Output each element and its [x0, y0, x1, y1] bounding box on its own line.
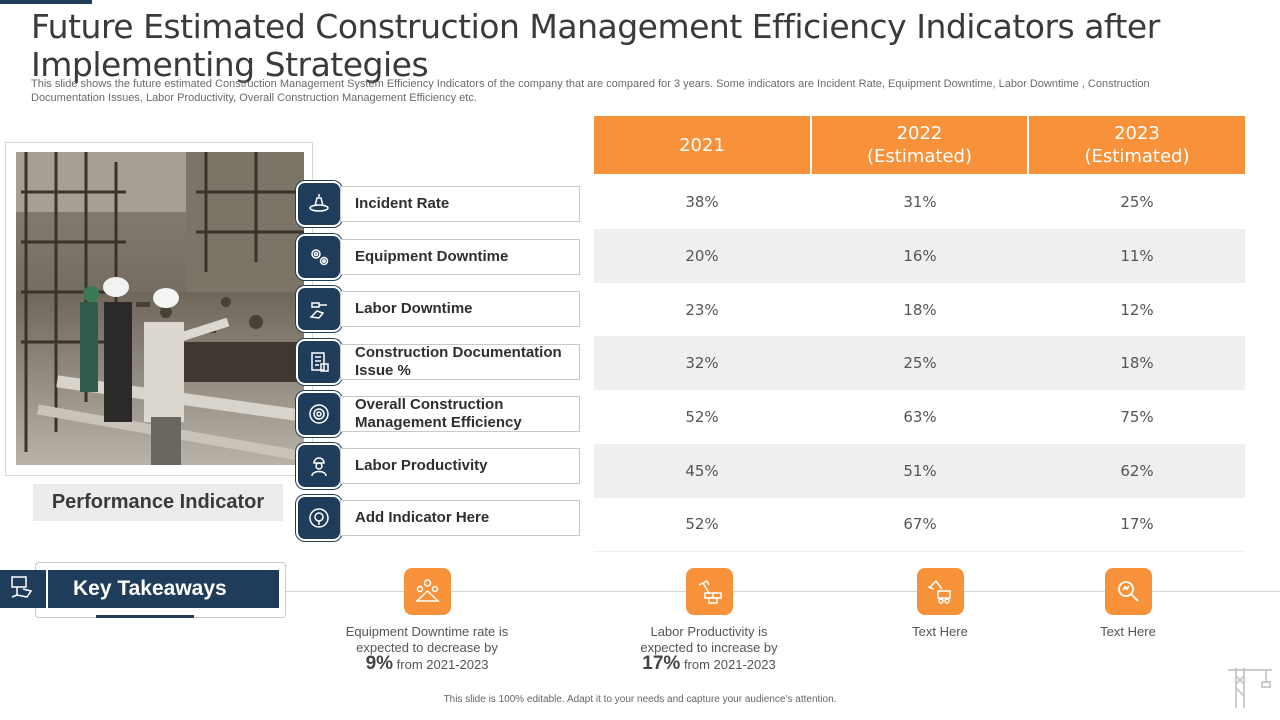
indicator-label: Labor Downtime: [340, 291, 580, 327]
table-cell: 16%: [903, 247, 937, 265]
table-cell: 11%: [1120, 247, 1154, 265]
table-cell: 52%: [685, 515, 719, 533]
table-cell: 67%: [903, 515, 937, 533]
gears-icon: [296, 234, 342, 280]
table-cell: 25%: [1120, 193, 1154, 211]
table-cell: 18%: [1120, 354, 1154, 372]
takeaway-text: Text Here: [912, 624, 968, 639]
table-bottom-rule: [594, 551, 1245, 552]
table-row: [594, 229, 1245, 283]
incident-icon: [296, 181, 342, 227]
table-cell: 32%: [685, 354, 719, 372]
performance-indicator-box: Performance Indicator: [33, 484, 283, 521]
indicator-row: Add Indicator Here: [296, 495, 582, 541]
table-cell: 20%: [685, 247, 719, 265]
table-cell: 52%: [685, 408, 719, 426]
indicator-label: Overall Construction Management Efficien…: [340, 396, 580, 432]
takeaway-value: 9%: [365, 653, 394, 674]
table-cell: 75%: [1120, 408, 1154, 426]
indicator-row: Incident Rate: [296, 181, 582, 227]
document-icon: [296, 339, 342, 385]
page-title: Future Estimated Construction Management…: [31, 7, 1160, 84]
hammer-hand-icon: [296, 286, 342, 332]
bricks-icon: [686, 568, 733, 615]
table-row: [594, 444, 1245, 498]
table-cell: 12%: [1120, 301, 1154, 319]
hand-pointer-icon-box: [0, 570, 46, 608]
table-header-2022: 2022 (Estimated): [812, 116, 1027, 174]
indicator-label: Add Indicator Here: [340, 500, 580, 536]
construction-site-photo: [16, 152, 304, 465]
performance-indicator-label: Performance Indicator: [51, 491, 265, 513]
table-cell: 17%: [1120, 515, 1154, 533]
table-cell: 25%: [903, 354, 937, 372]
team-icon: [404, 568, 451, 615]
footer-note: This slide is 100% editable. Adapt it to…: [443, 694, 837, 705]
table-cell: 63%: [903, 408, 937, 426]
indicator-row: Equipment Downtime: [296, 234, 582, 280]
table-cell: 18%: [903, 301, 937, 319]
indicator-label: Equipment Downtime: [340, 239, 580, 275]
takeaway-text: Text Here: [1100, 624, 1156, 639]
table-row: [594, 336, 1245, 390]
takeaway-text: Labor Productivity is expected to increa…: [640, 624, 778, 674]
excavator-icon: [917, 568, 964, 615]
indicator-label: Labor Productivity: [340, 448, 580, 484]
indicator-label: Construction Documentation Issue %: [340, 344, 580, 380]
efficiency-gear-icon: [296, 391, 342, 437]
indicator-row: Labor Downtime: [296, 286, 582, 332]
table-cell: 62%: [1120, 462, 1154, 480]
table-cell: 45%: [685, 462, 719, 480]
top-accent-bar: [0, 0, 92, 4]
table-cell: 23%: [685, 301, 719, 319]
table-cell: 51%: [903, 462, 937, 480]
indicator-row: Labor Productivity: [296, 443, 582, 489]
worker-icon: [296, 443, 342, 489]
page-subtitle: This slide shows the future estimated Co…: [31, 78, 1150, 104]
search-icon: [1105, 568, 1152, 615]
key-takeaways-title: Key Takeaways: [48, 570, 279, 608]
takeaways-underline: [96, 615, 194, 618]
table-header-2021: 2021: [594, 116, 810, 174]
indicator-row: Construction Documentation Issue %: [296, 339, 582, 385]
indicator-row: Overall Construction Management Efficien…: [296, 391, 582, 437]
badge-icon: [296, 495, 342, 541]
crane-icon: [1226, 662, 1274, 715]
takeaway-text: Equipment Downtime rate is expected to d…: [345, 624, 509, 674]
table-cell: 31%: [903, 193, 937, 211]
takeaways-divider: [285, 591, 1280, 592]
table-cell: 38%: [685, 193, 719, 211]
indicator-label: Incident Rate: [340, 186, 580, 222]
takeaway-value: 17%: [642, 653, 681, 674]
table-header-2023: 2023 (Estimated): [1029, 116, 1245, 174]
